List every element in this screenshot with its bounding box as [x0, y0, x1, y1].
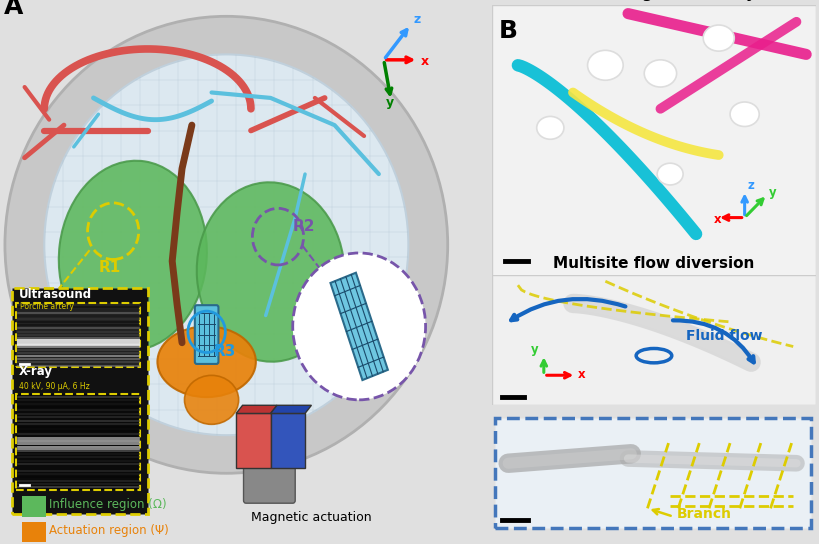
FancyBboxPatch shape: [12, 288, 147, 514]
Circle shape: [656, 163, 682, 185]
FancyBboxPatch shape: [22, 496, 46, 517]
Text: R3: R3: [214, 344, 236, 360]
Text: Influence region (Ω): Influence region (Ω): [49, 498, 166, 511]
Polygon shape: [236, 405, 277, 413]
FancyBboxPatch shape: [22, 522, 46, 542]
Text: B: B: [498, 19, 517, 43]
Text: x: x: [577, 368, 585, 381]
Polygon shape: [270, 405, 311, 413]
Ellipse shape: [184, 375, 238, 424]
Text: Porcine artery: Porcine artery: [20, 302, 74, 311]
Text: R1: R1: [98, 260, 120, 275]
Circle shape: [536, 116, 563, 139]
FancyBboxPatch shape: [491, 5, 815, 277]
Text: Branch: Branch: [676, 507, 731, 521]
Text: z: z: [413, 13, 420, 26]
Ellipse shape: [44, 54, 408, 435]
Ellipse shape: [197, 182, 344, 362]
Text: z: z: [747, 179, 753, 192]
Text: A: A: [4, 0, 23, 18]
Circle shape: [644, 60, 676, 87]
Circle shape: [703, 25, 733, 51]
FancyBboxPatch shape: [491, 275, 815, 405]
Text: y: y: [386, 96, 394, 109]
Circle shape: [729, 102, 758, 127]
Polygon shape: [236, 413, 270, 468]
Text: Magnetic actuation: Magnetic actuation: [251, 511, 371, 524]
Text: y: y: [530, 343, 538, 356]
FancyBboxPatch shape: [16, 394, 140, 490]
Text: x: x: [420, 55, 428, 69]
Text: Ultrasound: Ultrasound: [19, 288, 92, 301]
Text: 40 kV, 90 μA, 6 Hz: 40 kV, 90 μA, 6 Hz: [19, 382, 89, 391]
Ellipse shape: [59, 160, 206, 351]
Circle shape: [587, 51, 622, 81]
Ellipse shape: [5, 16, 447, 473]
FancyBboxPatch shape: [16, 303, 140, 367]
Text: x: x: [713, 213, 721, 226]
Title: Multisite flow diversion: Multisite flow diversion: [553, 256, 753, 271]
Polygon shape: [270, 413, 305, 468]
Title: Multisite agent delivery: Multisite agent delivery: [550, 0, 755, 2]
Circle shape: [292, 253, 425, 400]
Text: Fluid flow: Fluid flow: [686, 329, 762, 343]
Text: X-ray: X-ray: [19, 366, 52, 379]
Text: y: y: [768, 186, 776, 199]
Text: Actuation region (Ψ): Actuation region (Ψ): [49, 524, 169, 537]
Ellipse shape: [157, 326, 256, 397]
FancyBboxPatch shape: [243, 462, 295, 503]
Text: R2: R2: [292, 219, 314, 234]
FancyBboxPatch shape: [195, 305, 218, 364]
Polygon shape: [330, 273, 387, 380]
FancyBboxPatch shape: [495, 418, 810, 528]
